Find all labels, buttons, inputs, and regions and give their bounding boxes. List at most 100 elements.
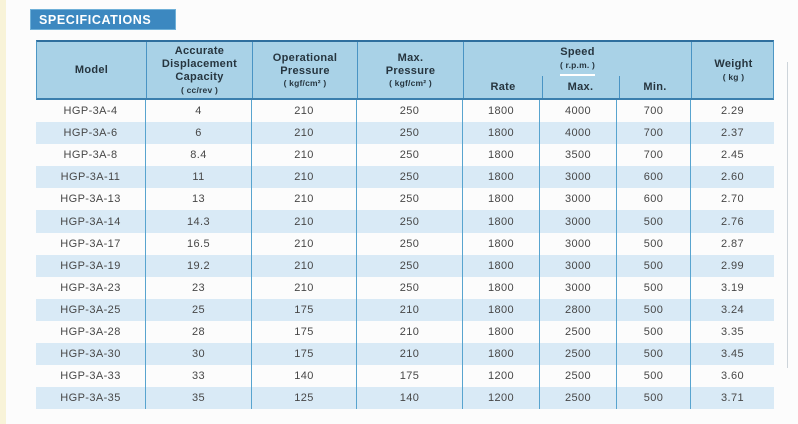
cell-speed-rate: 1800	[462, 276, 539, 299]
cell-speed-rate: 1800	[462, 122, 539, 145]
cell-model: HGP-3A-33	[60, 370, 121, 383]
cell-displacement-capacity: 35	[145, 387, 251, 410]
cell-speed-max: 4000	[539, 100, 616, 123]
column-header-label: Operational Pressure	[272, 51, 338, 77]
subcolumn-header-rate: Rate	[490, 81, 516, 93]
cell-operational-pressure: 210	[251, 276, 356, 299]
cell-weight: 3.60	[690, 365, 774, 388]
cell-weight: 2.60	[690, 166, 774, 189]
cell-model: HGP-3A-13	[60, 193, 121, 206]
cell-operational-pressure: 175	[251, 298, 356, 321]
cell-weight: 3.19	[690, 276, 774, 299]
cell-weight: 3.24	[690, 298, 774, 321]
cell-speed-rate: 1800	[462, 188, 539, 211]
cell-speed-rate: 1800	[462, 298, 539, 321]
column-header-max-pressure: Max. Pressure ( kgf/cm² )	[357, 42, 463, 98]
table-row: HGP-3A-23 23 210 250 1800 3000 500 3.19	[36, 276, 774, 299]
cell-speed-max: 2500	[539, 365, 616, 388]
cell-speed-max: 4000	[539, 122, 616, 145]
subcolumn-header-max: Max.	[541, 76, 619, 98]
table-body: HGP-3A-4 4 210 250 1800 4000 700 2.29 HG…	[36, 100, 774, 410]
table-row: HGP-3A-8 8.4 210 250 1800 3500 700 2.45	[36, 144, 774, 167]
cell-model: HGP-3A-23	[60, 281, 121, 294]
cell-displacement-capacity: 23	[145, 276, 251, 299]
cell-operational-pressure: 210	[251, 100, 356, 123]
cell-displacement-capacity: 30	[145, 343, 251, 366]
cell-operational-pressure: 210	[251, 188, 356, 211]
cell-model: HGP-3A-28	[60, 325, 121, 338]
table-row: HGP-3A-33 33 140 175 1200 2500 500 3.60	[36, 365, 774, 388]
cell-max-pressure: 210	[356, 320, 462, 344]
cell-speed-rate: 1800	[462, 144, 539, 167]
cell-operational-pressure: 210	[251, 210, 356, 233]
cell-speed-rate: 1800	[462, 100, 539, 123]
cell-weight: 2.76	[690, 210, 774, 233]
cell-speed-max: 3000	[539, 210, 616, 233]
cell-speed-max: 3000	[539, 254, 616, 277]
cell-speed-min: 500	[616, 298, 690, 321]
cell-displacement-capacity: 8.4	[145, 144, 251, 167]
cell-model: HGP-3A-19	[60, 259, 121, 272]
table-row: HGP-3A-17 16.5 210 250 1800 3000 500 2.8…	[36, 232, 774, 255]
cell-weight: 2.37	[690, 122, 774, 145]
table-header-row: Model Accurate Displacement Capacity ( c…	[36, 40, 774, 100]
cell-weight: 2.29	[690, 100, 774, 123]
cell-speed-min: 500	[616, 343, 690, 366]
subcolumn-header-min: Min.	[618, 76, 691, 98]
cell-speed-min: 700	[616, 100, 690, 123]
cell-max-pressure: 250	[356, 122, 462, 145]
cell-speed-min: 700	[616, 144, 690, 167]
column-header-unit: ( kgf/cm² )	[389, 78, 432, 89]
cell-speed-min: 700	[616, 122, 690, 145]
table-row: HGP-3A-25 25 175 210 1800 2800 500 3.24	[36, 298, 774, 321]
cell-displacement-capacity: 25	[145, 298, 251, 321]
table-row: HGP-3A-28 28 175 210 1800 2500 500 3.35	[36, 320, 774, 344]
cell-operational-pressure: 210	[251, 144, 356, 167]
cell-displacement-capacity: 4	[145, 100, 251, 123]
page-edge-strip	[0, 0, 6, 424]
cell-model: HGP-3A-8	[63, 149, 118, 162]
cell-speed-min: 500	[616, 320, 690, 344]
cell-max-pressure: 250	[356, 232, 462, 255]
cell-model: HGP-3A-4	[63, 105, 118, 118]
table-row: HGP-3A-13 13 210 250 1800 3000 600 2.70	[36, 188, 774, 211]
cell-model: HGP-3A-17	[60, 237, 121, 250]
cell-displacement-capacity: 16.5	[145, 232, 251, 255]
cell-speed-min: 600	[616, 166, 690, 189]
cell-speed-max: 3000	[539, 232, 616, 255]
cell-displacement-capacity: 28	[145, 320, 251, 344]
specifications-table: Model Accurate Displacement Capacity ( c…	[36, 40, 774, 410]
cell-operational-pressure: 140	[251, 365, 356, 388]
table-row: HGP-3A-6 6 210 250 1800 4000 700 2.37	[36, 122, 774, 145]
cell-max-pressure: 250	[356, 100, 462, 123]
cell-model: HGP-3A-30	[60, 348, 121, 361]
cell-speed-max: 3000	[539, 188, 616, 211]
cell-speed-rate: 1200	[462, 365, 539, 388]
column-header-label: Model	[74, 63, 109, 76]
cell-speed-rate: 1800	[462, 232, 539, 255]
cell-model: HGP-3A-6	[63, 127, 118, 140]
cell-speed-min: 500	[616, 276, 690, 299]
speed-subheader-row: Rate Max. Min.	[465, 76, 691, 98]
cell-speed-min: 500	[616, 365, 690, 388]
cell-model: HGP-3A-25	[60, 303, 121, 316]
cell-operational-pressure: 210	[251, 166, 356, 189]
column-header-label: Speed	[560, 46, 595, 59]
cell-speed-max: 2500	[539, 387, 616, 410]
section-title-bar: SPECIFICATIONS	[30, 9, 176, 30]
cell-speed-max: 2500	[539, 320, 616, 344]
cell-operational-pressure: 175	[251, 343, 356, 366]
table-row: HGP-3A-11 11 210 250 1800 3000 600 2.60	[36, 166, 774, 189]
column-header-unit: ( cc/rev )	[181, 84, 218, 95]
cell-displacement-capacity: 6	[145, 122, 251, 145]
cell-max-pressure: 210	[356, 343, 462, 366]
table-row: HGP-3A-19 19.2 210 250 1800 3000 500 2.9…	[36, 254, 774, 277]
column-header-speed-group: Speed ( r.p.m. ) Rate Max. Min.	[463, 42, 691, 98]
cell-displacement-capacity: 33	[145, 365, 251, 388]
cell-weight: 2.87	[690, 232, 774, 255]
cell-max-pressure: 250	[356, 276, 462, 299]
cell-max-pressure: 140	[356, 387, 462, 410]
cell-operational-pressure: 175	[251, 320, 356, 344]
cell-max-pressure: 175	[356, 365, 462, 388]
column-header-model: Model	[37, 42, 146, 98]
